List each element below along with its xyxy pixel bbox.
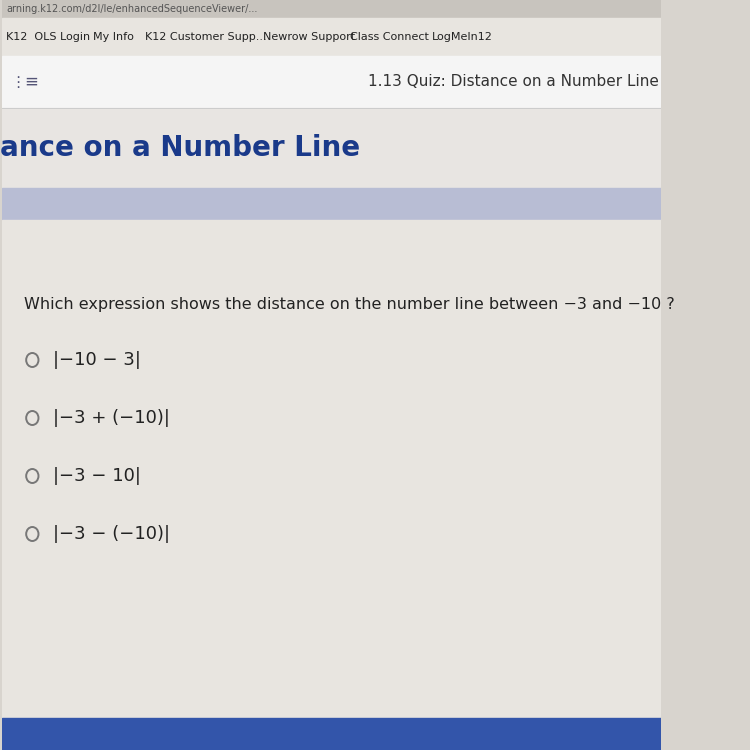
Bar (2, 0, 662, 18)
Text: K12  OLS Login: K12 OLS Login (6, 32, 90, 42)
Bar (2, 108, 662, 188)
Text: |−3 − (−10)|: |−3 − (−10)| (53, 525, 170, 543)
Text: |−3 − 10|: |−3 − 10| (53, 467, 140, 485)
Text: arning.k12.com/d2l/le/enhancedSequenceViewer/...: arning.k12.com/d2l/le/enhancedSequenceVi… (6, 4, 257, 14)
Bar (2, 56, 662, 108)
Text: Class Connect: Class Connect (350, 32, 429, 42)
Bar (2, 188, 662, 220)
Text: K12 Customer Supp...: K12 Customer Supp... (145, 32, 266, 42)
Text: Newrow Support: Newrow Support (262, 32, 355, 42)
Text: ance on a Number Line: ance on a Number Line (0, 134, 360, 162)
Text: ≡: ≡ (25, 73, 38, 91)
Text: |−3 + (−10)|: |−3 + (−10)| (53, 409, 170, 427)
Bar (2, 220, 662, 750)
Text: |−10 − 3|: |−10 − 3| (53, 351, 140, 369)
Text: My Info: My Info (93, 32, 134, 42)
Text: LogMeIn12: LogMeIn12 (432, 32, 493, 42)
Text: 1.13 Quiz: Distance on a Number Line: 1.13 Quiz: Distance on a Number Line (368, 74, 659, 89)
Text: ⋮: ⋮ (10, 74, 26, 89)
Bar (2, 718, 662, 750)
Bar (2, 18, 662, 56)
Text: Which expression shows the distance on the number line between −3 and −10 ?: Which expression shows the distance on t… (23, 298, 674, 313)
